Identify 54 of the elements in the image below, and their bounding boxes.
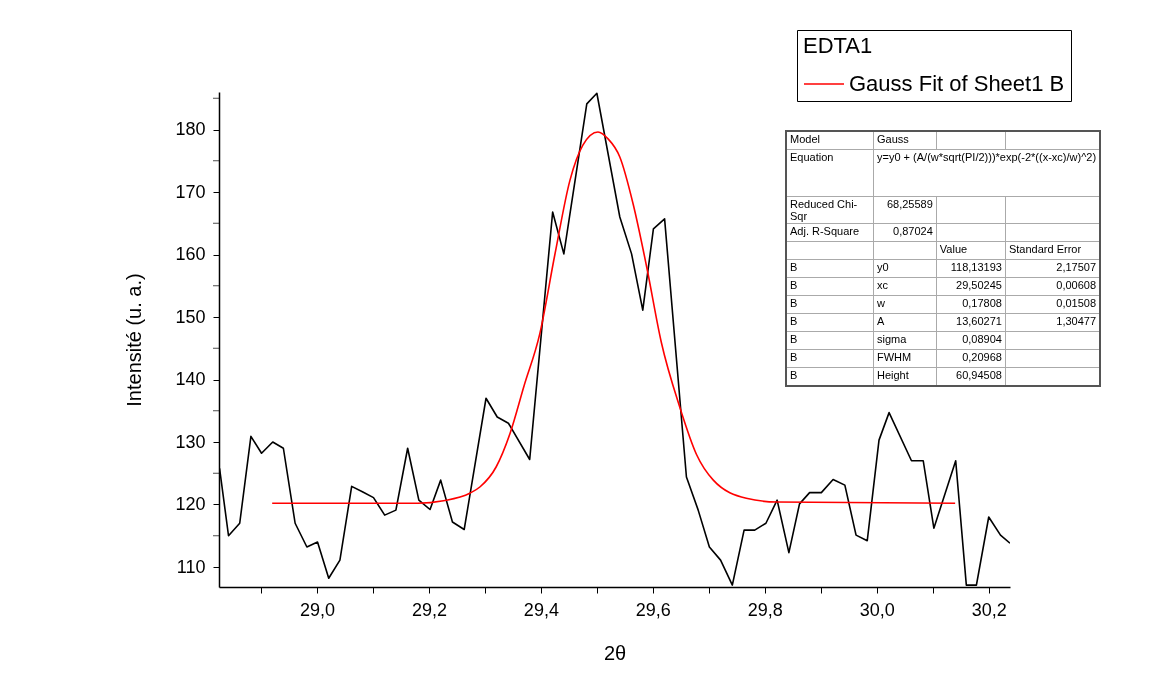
annotation: 13,60271 — [936, 313, 1006, 332]
annotation: Adj. R-Square — [786, 223, 874, 242]
y-tick-label: 160 — [175, 244, 206, 264]
annotation: 0,08904 — [936, 331, 1006, 350]
annotation: w — [873, 295, 937, 314]
x-tick-label: 29,4 — [523, 599, 559, 620]
annotation: A — [873, 313, 937, 332]
legend-label: Gauss Fit of Sheet1 B — [849, 71, 1065, 96]
y-tick-label: 180 — [175, 119, 206, 139]
text: 1,30477 — [1005, 313, 1101, 332]
annotation: B — [786, 277, 874, 296]
annotation: 0,17808 — [936, 295, 1006, 314]
annotation: Model — [786, 131, 874, 150]
x-axis-title: 2θ — [603, 641, 627, 664]
annotation: Gauss — [873, 131, 937, 150]
annotation: B — [786, 349, 874, 368]
x-tick-label: 30,2 — [971, 599, 1007, 620]
annotation: FWHM — [873, 349, 937, 368]
annotation: B — [786, 367, 874, 386]
annotation: y=y0 + (A/(w*sqrt(PI/2)))*exp(-2*((x-xc)/w)^2) — [873, 149, 1101, 197]
annotation: Height — [873, 367, 937, 386]
text: 0,01508 — [1005, 295, 1101, 314]
annotation: 0,20968 — [936, 349, 1006, 368]
annotation: 0,87024 — [873, 223, 937, 242]
x-tick-label: 29,6 — [635, 599, 671, 620]
annotation: Equation — [786, 149, 874, 197]
annotation: B — [786, 313, 874, 332]
y-tick-label: 170 — [175, 181, 206, 202]
x-tick-label: 29,8 — [747, 599, 783, 620]
x-tick-label: 30,0 — [859, 599, 895, 620]
annotation: B — [786, 259, 874, 278]
annotation: 60,94508 — [936, 367, 1006, 386]
annotation: B — [786, 295, 874, 314]
annotation: 68,25589 — [873, 196, 937, 224]
text: 0,00608 — [1005, 277, 1101, 296]
y-tick-label: 140 — [175, 369, 206, 389]
x-tick-label: 29,0 — [299, 599, 335, 620]
annotation: B — [786, 331, 874, 350]
annotation: xc — [873, 277, 937, 296]
annotation: 118,13193 — [936, 259, 1006, 278]
annotation: Value — [936, 241, 1006, 260]
annotation: Standard Error — [1005, 241, 1101, 260]
y-tick-label: 130 — [175, 431, 206, 452]
y-tick-label: 150 — [175, 306, 206, 327]
y-tick-label: 110 — [176, 556, 206, 577]
legend-title: EDTA1 — [803, 33, 873, 58]
annotation: Reduced Chi-Sqr — [786, 196, 874, 224]
y-axis-title: Intensité (u. a.) — [123, 273, 146, 407]
annotation: 29,50245 — [936, 277, 1006, 296]
y-tick-label: 120 — [175, 494, 206, 514]
annotation: y0 — [873, 259, 937, 278]
annotation: sigma — [873, 331, 937, 350]
x-tick-label: 29,2 — [411, 599, 447, 620]
text: 2,17507 — [1005, 259, 1101, 278]
